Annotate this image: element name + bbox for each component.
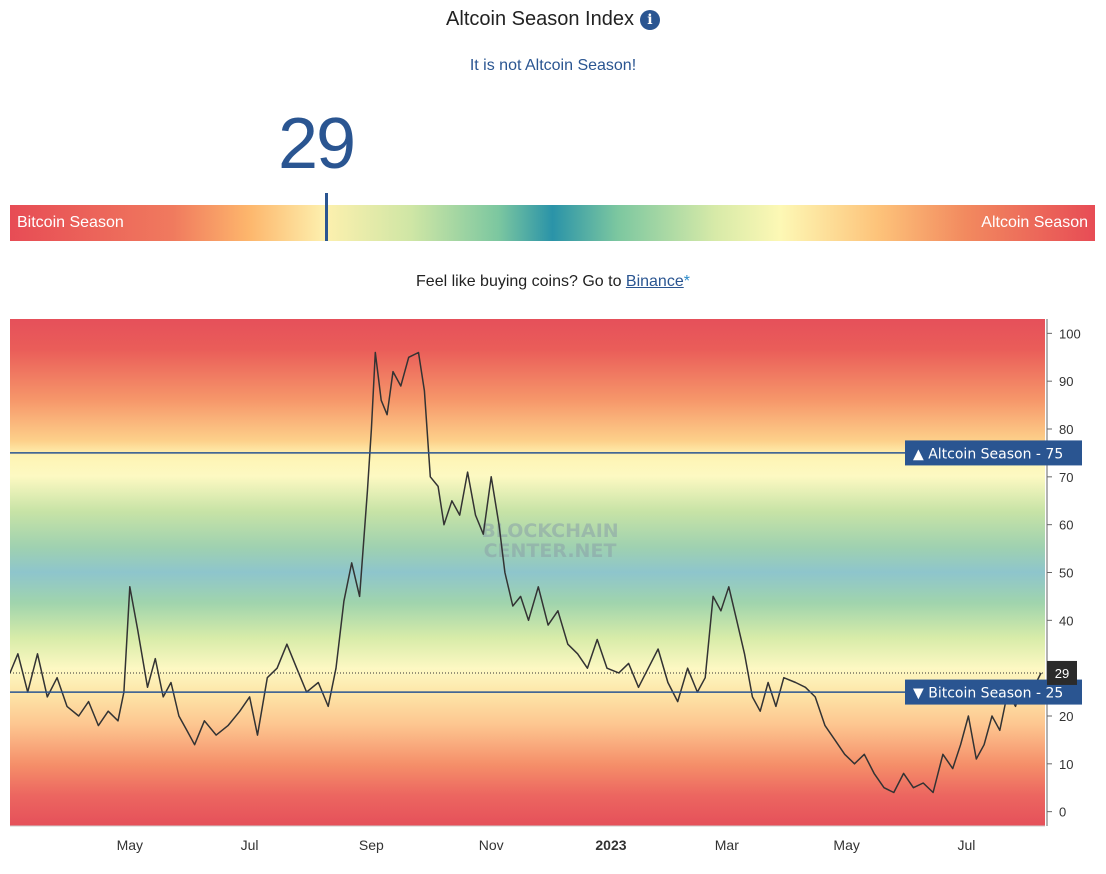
- threshold-box: [905, 440, 1082, 466]
- x-tick-label: 2023: [595, 837, 626, 853]
- y-tick-label: 100: [1059, 326, 1081, 341]
- x-tick-label: Mar: [715, 837, 739, 853]
- y-tick-label: 60: [1059, 518, 1073, 533]
- y-tick-label: 90: [1059, 374, 1073, 389]
- page-title: Altcoin Season Index: [446, 8, 634, 30]
- x-tick-label: May: [117, 837, 143, 853]
- index-value: 29: [278, 104, 356, 184]
- binance-link[interactable]: Binance: [625, 273, 684, 290]
- promo-asterisk: *: [683, 273, 690, 290]
- y-axis: 0102030405060708090100: [1046, 319, 1081, 826]
- gauge-indicator: [325, 193, 328, 241]
- y-tick-label: 0: [1059, 805, 1066, 820]
- title-row: Altcoin Season Index i: [0, 8, 1106, 31]
- x-axis-band: [10, 826, 1095, 859]
- series-line: [10, 351, 1042, 794]
- y-tick-label: 40: [1059, 613, 1073, 628]
- y-tick-label: 10: [1059, 757, 1073, 772]
- gauge-right-label: Altcoin Season: [981, 214, 1088, 231]
- threshold-label: ▲ Altcoin Season - 75: [913, 446, 1063, 462]
- y-tick-label: 70: [1059, 470, 1073, 485]
- y-tick-label: 80: [1059, 422, 1073, 437]
- gauge-left-label: Bitcoin Season: [17, 214, 124, 231]
- watermark-line: BLOCKCHAIN: [481, 520, 618, 542]
- x-tick-label: Jul: [241, 837, 259, 853]
- y-tick-label: 50: [1059, 566, 1073, 581]
- status-text: It is not Altcoin Season!: [469, 57, 637, 74]
- x-axis: May Jul Sep Nov 2023 Mar May Jul: [10, 825, 1095, 859]
- watermark-line: CENTER.NET: [484, 540, 617, 562]
- x-tick-label: Jul: [957, 837, 975, 853]
- y-tick-label: 20: [1059, 709, 1073, 724]
- x-tick-label: Nov: [479, 837, 504, 853]
- promo-line: Feel like buying coins? Go to Binance*: [0, 273, 1106, 291]
- x-tick-label: Sep: [359, 837, 384, 853]
- info-icon[interactable]: i: [639, 9, 660, 30]
- current-value-box: [1047, 660, 1077, 685]
- current-value-marker: 29: [10, 660, 1077, 685]
- current-value-label: 29: [1055, 666, 1069, 681]
- chart-background: [10, 319, 1045, 826]
- series-layer: [10, 351, 1042, 794]
- promo-text: Feel like buying coins? Go to: [416, 273, 626, 290]
- threshold-label: ▼ Bitcoin Season - 25: [913, 686, 1063, 702]
- season-gauge: Bitcoin Season Altcoin Season: [10, 205, 1095, 241]
- x-tick-label: May: [833, 837, 859, 853]
